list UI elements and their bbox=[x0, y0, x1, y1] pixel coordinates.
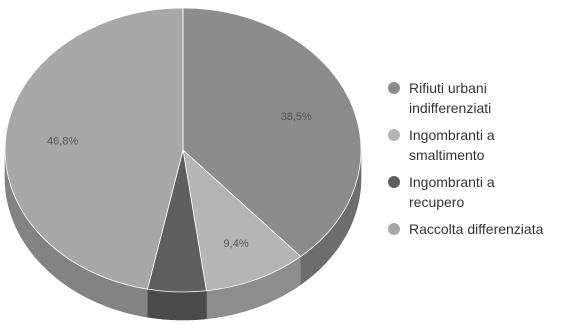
legend-item-ingombranti-smaltimento[interactable]: Ingombranti a smaltimento bbox=[388, 125, 573, 165]
chart-legend: Rifiuti urbani indifferenziati Ingombran… bbox=[388, 78, 573, 246]
pie-slice-label-0: 38,5% bbox=[281, 111, 312, 123]
pie-labels: 38,5% 9,4% 46,8% bbox=[47, 111, 312, 250]
pie-top bbox=[4, 7, 362, 293]
pie-slice-3[interactable] bbox=[4, 7, 184, 290]
pie-slice-side bbox=[147, 288, 207, 321]
legend-label: Rifiuti urbani indifferenziati bbox=[409, 80, 492, 116]
legend-item-rifiuti-urbani[interactable]: Rifiuti urbani indifferenziati bbox=[388, 78, 573, 118]
legend-swatch bbox=[388, 82, 400, 94]
legend-item-ingombranti-recupero[interactable]: Ingombranti a recupero bbox=[388, 172, 573, 212]
legend-label: Ingombranti a smaltimento bbox=[409, 127, 495, 163]
legend-label: Raccolta differenziata bbox=[409, 221, 544, 237]
legend-swatch bbox=[388, 129, 400, 141]
legend-label: Ingombranti a recupero bbox=[409, 174, 495, 210]
pie-slice-0[interactable] bbox=[182, 7, 362, 258]
legend-item-raccolta-differenziata[interactable]: Raccolta differenziata bbox=[388, 219, 573, 239]
legend-swatch bbox=[388, 223, 400, 235]
pie-slice-label-3: 46,8% bbox=[47, 135, 78, 147]
pie-slice-1[interactable] bbox=[182, 148, 302, 292]
pie-slice-label-1: 9,4% bbox=[224, 238, 249, 250]
legend-swatch bbox=[388, 176, 400, 188]
